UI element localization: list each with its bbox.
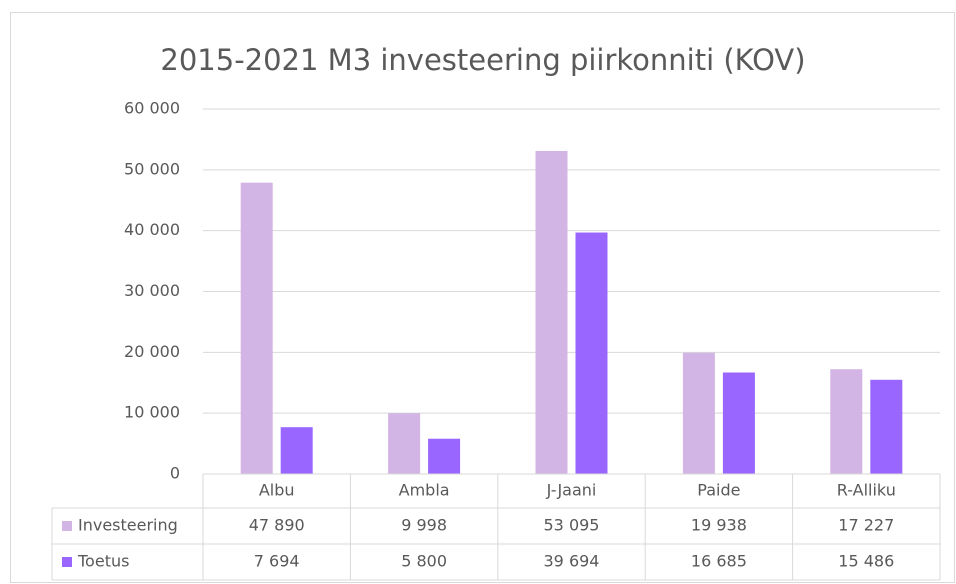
bar (388, 413, 421, 474)
bar (535, 151, 568, 474)
legend-swatch (62, 521, 72, 531)
bar (682, 352, 715, 474)
y-tick-label: 30 000 (124, 281, 180, 300)
y-tick-label: 50 000 (124, 159, 180, 178)
table-value: 7 694 (254, 552, 300, 571)
bar (428, 438, 461, 474)
table-value: 19 938 (691, 516, 747, 535)
x-tick-label: Paide (697, 481, 740, 500)
x-tick-label: J-Jaani (546, 481, 597, 500)
y-tick-label: 60 000 (124, 99, 180, 118)
y-tick-label: 10 000 (124, 403, 180, 422)
table-value: 9 998 (401, 516, 447, 535)
y-tick-label: 40 000 (124, 220, 180, 239)
x-tick-label: Ambla (399, 481, 450, 500)
table-value: 47 890 (249, 516, 305, 535)
bar (722, 372, 755, 474)
table-value: 5 800 (401, 552, 447, 571)
y-tick-label: 20 000 (124, 342, 180, 361)
table-value: 15 486 (838, 552, 894, 571)
legend-label: Investeering (78, 516, 178, 535)
legend-label: Toetus (77, 552, 129, 571)
legend-swatch (62, 557, 72, 567)
x-tick-label: R-Alliku (837, 481, 896, 500)
bar (870, 379, 903, 474)
chart-title: 2015-2021 M3 investeering piirkonniti (K… (160, 43, 805, 77)
bar (830, 369, 863, 474)
table-value: 53 095 (544, 516, 600, 535)
table-value: 39 694 (544, 552, 600, 571)
y-tick-label: 0 (170, 464, 180, 483)
bar (240, 182, 273, 474)
table-value: 16 685 (691, 552, 747, 571)
bar (280, 427, 313, 474)
chart-frame (10, 12, 955, 583)
bar (575, 232, 608, 474)
table-value: 17 227 (838, 516, 894, 535)
x-tick-label: Albu (259, 481, 295, 500)
